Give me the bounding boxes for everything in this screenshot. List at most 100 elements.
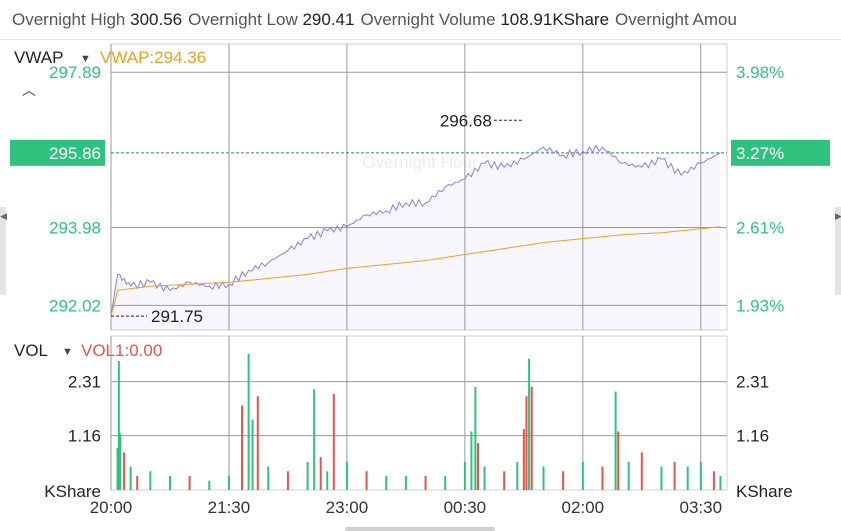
vol-y-tick-left: 1.16 — [68, 427, 101, 446]
volume-bar — [525, 396, 528, 490]
volume-bar — [581, 461, 584, 490]
volume-bar — [326, 471, 329, 490]
vol-unit-right: KShare — [736, 482, 793, 501]
volume-panel-frame — [110, 335, 728, 491]
volume-bar — [404, 475, 407, 490]
volume-bar — [385, 475, 388, 490]
volume-bar — [256, 396, 259, 490]
stat-label: Overnight Amou — [615, 10, 737, 29]
volume-bar — [719, 475, 722, 490]
main-indicator-selector[interactable]: VWAP — [14, 48, 63, 68]
volume-bar — [208, 480, 211, 490]
volume-bar — [332, 393, 335, 490]
volume-bar — [530, 386, 533, 490]
stat-label: Overnight Volume — [360, 10, 501, 29]
y-tick-label-left: 295.86 — [49, 144, 101, 163]
current-pct-badge — [731, 139, 830, 166]
volume-bar — [627, 461, 630, 490]
volume-bar — [227, 475, 230, 490]
vol1-value: VOL1:0.00 — [81, 341, 163, 360]
volume-bar — [119, 433, 122, 490]
volume-bar — [503, 471, 506, 490]
vol-y-tick-right: 2.31 — [736, 373, 769, 392]
y-tick-label-left: 293.98 — [49, 219, 101, 238]
volume-bar — [136, 475, 139, 490]
volume-bar — [319, 457, 322, 490]
volume-bar — [699, 461, 702, 490]
volume-bar — [129, 466, 132, 490]
volume-bar — [528, 358, 531, 490]
volume-bar — [640, 452, 643, 490]
collapse-chevron-icon[interactable]: ︿ — [22, 82, 36, 98]
x-tick-label: 02:00 — [562, 498, 605, 517]
volume-bar — [123, 452, 126, 490]
volume-bar — [251, 419, 254, 490]
vwap-value: VWAP:294.36 — [100, 48, 207, 67]
volume-bar — [516, 461, 519, 490]
volume-bar — [188, 475, 191, 490]
vol-y-tick-right: 1.16 — [736, 427, 769, 446]
volume-bar — [712, 471, 715, 490]
vol-indicator-label: VOL — [14, 341, 49, 360]
vol-unit-left: KShare — [44, 482, 101, 501]
volume-bar — [522, 429, 525, 490]
current-price-badge — [10, 139, 105, 166]
volume-bar — [470, 431, 473, 490]
volume-bar — [463, 461, 466, 490]
vol-y-tick-left: 2.31 — [68, 373, 101, 392]
scroll-left-handle[interactable]: ◀ — [0, 207, 7, 295]
watermark-text: Overnight Hour — [362, 153, 478, 172]
volume-bar — [313, 389, 316, 490]
x-tick-label: 00:30 — [444, 498, 487, 517]
chevron-down-icon[interactable]: ▼ — [62, 346, 73, 358]
volume-bar — [474, 386, 477, 490]
stat-value: 300.56 — [130, 10, 183, 29]
stat-label: Overnight High — [12, 10, 131, 29]
y-tick-label-left: 297.89 — [49, 63, 101, 82]
y-tick-label-right: 3.27% — [736, 144, 784, 163]
volume-bar — [241, 405, 244, 490]
volume-bar — [542, 466, 545, 490]
volume-bar — [617, 431, 620, 490]
volume-bar — [476, 443, 479, 490]
volume-bar — [365, 471, 368, 490]
volume-bar — [286, 471, 289, 490]
stat-value: 290.41 — [302, 10, 355, 29]
volume-bar — [444, 475, 447, 490]
volume-bar — [660, 466, 663, 490]
y-tick-label-right: 2.61% — [736, 219, 784, 238]
volume-bar — [168, 475, 171, 490]
volume-bar — [614, 391, 617, 490]
overnight-stats-bar: Overnight High 300.56 Overnight Low 290.4… — [0, 0, 841, 40]
volume-bar — [247, 354, 250, 490]
horizontal-scrollbar[interactable] — [345, 527, 495, 531]
high-annotation-label: 296.68 — [440, 111, 492, 130]
vol-indicator-selector[interactable]: VOL — [14, 341, 48, 361]
price-line — [110, 144, 721, 317]
x-tick-label: 23:00 — [326, 498, 369, 517]
x-tick-label: 20:00 — [90, 498, 133, 517]
low-annotation-label: 291.75 — [151, 307, 203, 326]
stat-value: 108.91KShare — [500, 10, 610, 29]
volume-bar — [424, 475, 427, 490]
volume-bar — [686, 466, 689, 490]
volume-bar — [306, 461, 309, 490]
x-tick-label: 03:30 — [680, 498, 723, 517]
chevron-right-icon: ▶ — [835, 211, 841, 221]
volume-bar — [483, 466, 486, 490]
volume-bar — [345, 461, 348, 490]
volume-bar — [267, 466, 270, 490]
volume-bar — [117, 361, 120, 490]
chevron-down-icon[interactable]: ▼ — [80, 53, 91, 65]
volume-bar — [116, 447, 119, 490]
vwap-line — [110, 226, 721, 317]
chevron-left-icon: ◀ — [0, 211, 7, 221]
volume-bar — [673, 461, 676, 490]
x-tick-label: 21:30 — [208, 498, 251, 517]
y-tick-label-left: 292.02 — [49, 296, 101, 315]
price-area — [111, 145, 721, 330]
scroll-right-handle[interactable]: ▶ — [835, 207, 841, 295]
y-tick-label-right: 3.98% — [736, 63, 784, 82]
volume-bar — [562, 471, 565, 490]
